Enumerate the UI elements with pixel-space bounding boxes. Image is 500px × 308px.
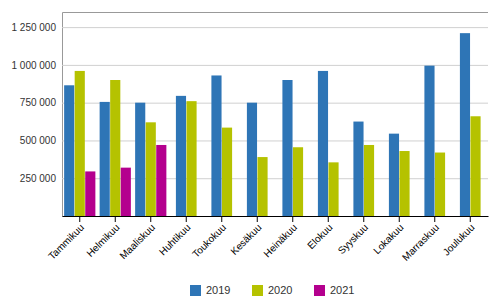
y-tick-label: 750 000 — [20, 97, 57, 108]
y-axis: 250 000 500 000 750 000 1 000 000 1 250 000 — [12, 13, 489, 217]
x-tick-mark — [115, 216, 116, 222]
x-axis: TammikuuHelmikuuMaaliskuuHuhtikuuToukoku… — [46, 216, 488, 263]
x-tick-label: Syyskuu — [336, 222, 371, 257]
x-tick-mark — [186, 216, 187, 222]
bar — [247, 103, 257, 216]
bar — [85, 171, 95, 216]
y-tick-label: 1 250 000 — [12, 22, 57, 33]
bar — [75, 71, 85, 216]
bar — [211, 75, 221, 216]
x-tick: Helmikuu — [84, 216, 121, 259]
legend-swatch — [190, 285, 201, 296]
bar — [435, 153, 445, 216]
bar — [222, 128, 232, 216]
x-tick: Marraskuu — [400, 216, 441, 263]
bar — [318, 71, 328, 216]
bar — [424, 66, 434, 216]
x-tick-mark — [363, 216, 364, 222]
bars — [64, 33, 480, 216]
bar — [110, 80, 120, 216]
x-tick-mark — [221, 216, 222, 222]
legend-item: 2020 — [252, 284, 292, 296]
grid-line — [62, 140, 488, 141]
x-tick-label: Kesäkuu — [228, 222, 263, 257]
x-tick: Lokakuu — [371, 216, 406, 256]
legend-label: 2020 — [268, 284, 292, 296]
x-tick-label: Heinäkuu — [261, 222, 299, 260]
bar — [460, 33, 470, 216]
bar — [176, 96, 186, 216]
x-tick-label: Tammikuu — [46, 222, 86, 262]
bar — [328, 162, 338, 216]
bar — [353, 122, 363, 216]
legend-item: 2019 — [190, 284, 230, 296]
x-tick-label: Helmikuu — [84, 222, 121, 259]
x-tick: Elokuu — [305, 216, 334, 251]
bar — [121, 168, 131, 216]
x-tick-mark — [470, 216, 471, 222]
x-tick-mark — [292, 216, 293, 222]
plot: 250 000 500 000 750 000 1 000 000 1 250 000 T… — [12, 13, 489, 263]
x-axis-line — [63, 216, 489, 217]
chart: 250 000 500 000 750 000 1 000 000 1 250 000 T… — [0, 0, 500, 308]
bar — [146, 122, 156, 216]
grid-line — [62, 27, 488, 28]
bar — [186, 101, 196, 216]
bar — [100, 102, 110, 216]
y-axis-line — [63, 13, 489, 217]
x-tick-label: Joulukuu — [441, 222, 477, 258]
bar — [293, 147, 303, 216]
x-tick: Tammikuu — [46, 216, 86, 262]
legend-item: 2021 — [314, 284, 354, 296]
bar — [282, 80, 292, 216]
x-tick-label: Maaliskuu — [117, 222, 157, 262]
legend: 2019 2020 2021 — [190, 284, 354, 296]
bar — [389, 134, 399, 216]
x-tick-label: Elokuu — [305, 222, 334, 251]
grid-line — [62, 65, 488, 66]
y-tick: 1 000 000 — [12, 60, 489, 71]
x-tick-mark — [79, 216, 80, 222]
bar — [470, 116, 480, 216]
bar — [399, 151, 409, 216]
x-tick: Huhtikuu — [157, 216, 193, 257]
x-tick-mark — [328, 216, 329, 222]
x-tick: Joulukuu — [441, 216, 477, 258]
legend-label: 2019 — [206, 284, 230, 296]
x-tick-label: Huhtikuu — [157, 222, 193, 258]
x-tick-mark — [399, 216, 400, 222]
x-tick-mark — [257, 216, 258, 222]
legend-label: 2021 — [330, 284, 354, 296]
x-tick-mark — [150, 216, 151, 222]
y-tick-label: 1 000 000 — [12, 60, 57, 71]
x-tick: Toukokuu — [190, 216, 228, 260]
legend-swatch — [252, 285, 263, 296]
bar — [64, 85, 74, 216]
y-tick: 1 250 000 — [12, 22, 489, 33]
x-tick: Syyskuu — [336, 216, 371, 256]
y-tick-label: 250 000 — [20, 173, 57, 184]
x-tick: Kesäkuu — [228, 216, 263, 257]
x-tick-label: Lokakuu — [371, 222, 406, 257]
x-tick-label: Marraskuu — [400, 222, 441, 263]
bar — [257, 157, 267, 216]
x-tick-mark — [434, 216, 435, 222]
x-tick: Heinäkuu — [261, 216, 299, 259]
grid-line — [62, 103, 488, 104]
x-tick: Maaliskuu — [117, 216, 157, 261]
bar — [156, 145, 166, 216]
x-tick-label: Toukokuu — [190, 222, 228, 260]
legend-swatch — [314, 285, 325, 296]
y-tick-label: 500 000 — [20, 135, 57, 146]
bar — [135, 103, 145, 216]
bar — [364, 145, 374, 216]
